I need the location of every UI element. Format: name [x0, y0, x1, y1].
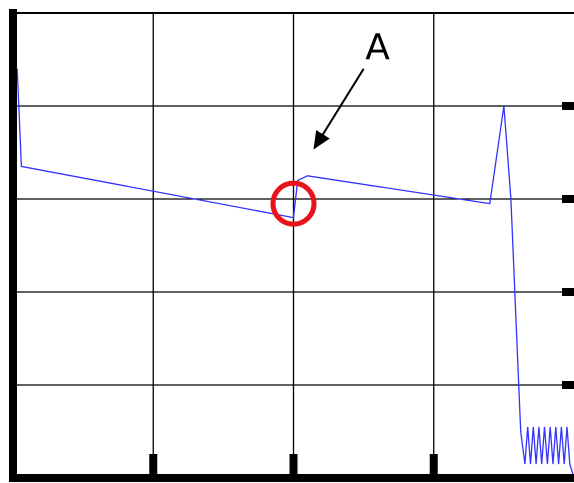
x-tick-mark-1: [149, 454, 158, 478]
y-tick-mark-2: [562, 381, 574, 389]
y-tick-mark-4: [562, 195, 574, 203]
series-layer: [16, 68, 574, 479]
annotation-arrow: [313, 68, 365, 150]
x-tick-mark-3: [429, 454, 438, 478]
x-tick-mark-2: [289, 454, 298, 478]
y-tick-mark-3: [562, 288, 574, 296]
grid-layer: [13, 13, 574, 478]
frame-layer: [9, 9, 574, 482]
annotation-layer: A: [270, 27, 390, 227]
y-tick-mark-5: [562, 102, 574, 110]
series-line-1: [16, 68, 574, 479]
annotation-label: A: [365, 27, 390, 68]
highlight-circle: [270, 180, 317, 227]
